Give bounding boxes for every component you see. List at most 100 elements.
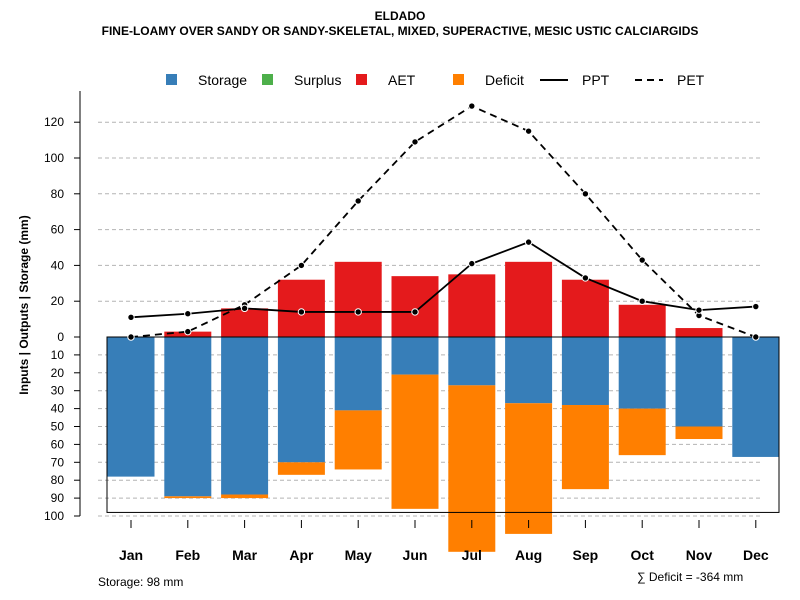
deficit-total-note: ∑ Deficit = -364 mm bbox=[637, 570, 744, 584]
ppt-point bbox=[127, 313, 135, 322]
ppt-point bbox=[524, 238, 533, 246]
deficit-bar bbox=[277, 462, 325, 475]
storage-bar bbox=[732, 337, 780, 457]
deficit-bar bbox=[164, 496, 212, 499]
ppt-point bbox=[468, 259, 476, 268]
y-tick-label: 90 bbox=[51, 491, 65, 505]
x-tick-label: Aug bbox=[515, 547, 542, 563]
storage-bar bbox=[277, 337, 325, 463]
pet-point bbox=[638, 256, 646, 264]
storage-bar bbox=[448, 337, 496, 386]
aet-bar bbox=[675, 328, 723, 337]
deficit-bar bbox=[561, 405, 609, 490]
pet-point bbox=[524, 127, 533, 135]
x-tick-label: May bbox=[345, 547, 372, 563]
x-tick-label: Jan bbox=[119, 547, 143, 563]
legend-label: Surplus bbox=[294, 72, 341, 88]
ppt-point bbox=[184, 310, 192, 318]
aet-bar bbox=[334, 261, 382, 337]
storage-bar bbox=[107, 337, 155, 477]
ppt-point bbox=[752, 302, 760, 311]
deficit-bar bbox=[334, 410, 382, 470]
x-tick-label: Feb bbox=[175, 547, 200, 563]
y-tick-label: 120 bbox=[44, 115, 64, 129]
storage-bar bbox=[221, 337, 269, 495]
bars bbox=[106, 261, 780, 552]
pet-point bbox=[581, 190, 590, 198]
legend-label: Deficit bbox=[485, 72, 524, 88]
aet-bar bbox=[618, 304, 666, 337]
ppt-point bbox=[240, 304, 249, 313]
aet-bar bbox=[448, 274, 496, 337]
legend: Storage Surplus AET Deficit PPT PET bbox=[166, 72, 705, 88]
x-tick-label: Mar bbox=[232, 547, 257, 563]
pet-point bbox=[411, 138, 419, 146]
x-tick-label: Sep bbox=[573, 547, 599, 563]
y-tick-label: 60 bbox=[51, 223, 65, 237]
ppt-point bbox=[411, 308, 419, 316]
y-tick-label: 100 bbox=[44, 151, 64, 165]
y-tick-label: 0 bbox=[57, 330, 64, 344]
storage-bar bbox=[618, 337, 666, 409]
lines bbox=[127, 102, 760, 341]
x-tick-label: Oct bbox=[631, 547, 655, 563]
ppt-point bbox=[297, 308, 306, 316]
storage-note: Storage: 98 mm bbox=[98, 575, 184, 589]
aet-bar bbox=[505, 261, 553, 337]
ppt-point bbox=[638, 297, 646, 305]
x-tick-label: Dec bbox=[743, 547, 769, 563]
deficit-bar bbox=[391, 374, 439, 509]
legend-label: PET bbox=[677, 72, 705, 88]
legend-swatch bbox=[453, 74, 464, 85]
storage-bar bbox=[334, 337, 382, 411]
deficit-bar bbox=[675, 426, 723, 440]
storage-bar bbox=[505, 337, 553, 404]
ppt-line bbox=[130, 241, 756, 319]
storage-bar bbox=[675, 337, 723, 427]
y-tick-label: 80 bbox=[51, 473, 65, 487]
y-tick-label: 80 bbox=[51, 187, 65, 201]
aet-bar bbox=[391, 276, 439, 337]
y-tick-label: 60 bbox=[51, 437, 65, 451]
y-tick-label: 20 bbox=[51, 294, 65, 308]
pet-point bbox=[297, 261, 306, 270]
pet-point bbox=[752, 333, 760, 341]
legend-swatch bbox=[262, 74, 273, 85]
aet-bar bbox=[561, 279, 609, 337]
deficit-bar bbox=[221, 494, 269, 499]
storage-bar bbox=[391, 337, 439, 375]
chart-title: ELDADO bbox=[374, 9, 426, 23]
legend-swatch bbox=[166, 74, 177, 85]
storage-bar bbox=[561, 337, 609, 406]
legend-label: Storage bbox=[198, 72, 247, 88]
y-tick-label: 50 bbox=[51, 420, 65, 434]
x-tick-label: Jun bbox=[403, 547, 428, 563]
y-tick-label: 30 bbox=[51, 384, 65, 398]
y-tick-label: 40 bbox=[51, 402, 65, 416]
ppt-point bbox=[695, 306, 703, 314]
pet-point bbox=[468, 102, 476, 110]
ppt-point bbox=[581, 274, 590, 282]
storage-bar bbox=[164, 337, 212, 497]
y-tick-label: 40 bbox=[51, 258, 65, 272]
legend-swatch bbox=[356, 74, 367, 85]
axes: 0 20 40 60 80 100 120 10 20 30 40 50 60 70 80 90 100 Inpu… bbox=[17, 91, 769, 563]
pet-point bbox=[354, 197, 362, 205]
legend-label: AET bbox=[388, 72, 416, 88]
y-axis-label: Inputs | Outputs | Storage (mm) bbox=[17, 215, 31, 394]
x-tick-label: Apr bbox=[289, 547, 314, 563]
deficit-bar bbox=[505, 403, 553, 534]
y-tick-label: 20 bbox=[51, 366, 65, 380]
pet-point bbox=[127, 333, 135, 341]
pet-line bbox=[130, 105, 757, 338]
legend-label: PPT bbox=[582, 72, 610, 88]
y-tick-label: 70 bbox=[51, 455, 65, 469]
x-tick-label: Jul bbox=[462, 547, 482, 563]
y-tick-label: 100 bbox=[44, 509, 64, 523]
pet-point bbox=[184, 327, 192, 336]
chart-subtitle: FINE-LOAMY OVER SANDY OR SANDY-SKELETAL,… bbox=[101, 24, 699, 38]
deficit-bar bbox=[618, 408, 666, 456]
x-tick-label: Nov bbox=[686, 547, 713, 563]
y-tick-label: 10 bbox=[51, 348, 65, 362]
ppt-point bbox=[354, 308, 362, 316]
